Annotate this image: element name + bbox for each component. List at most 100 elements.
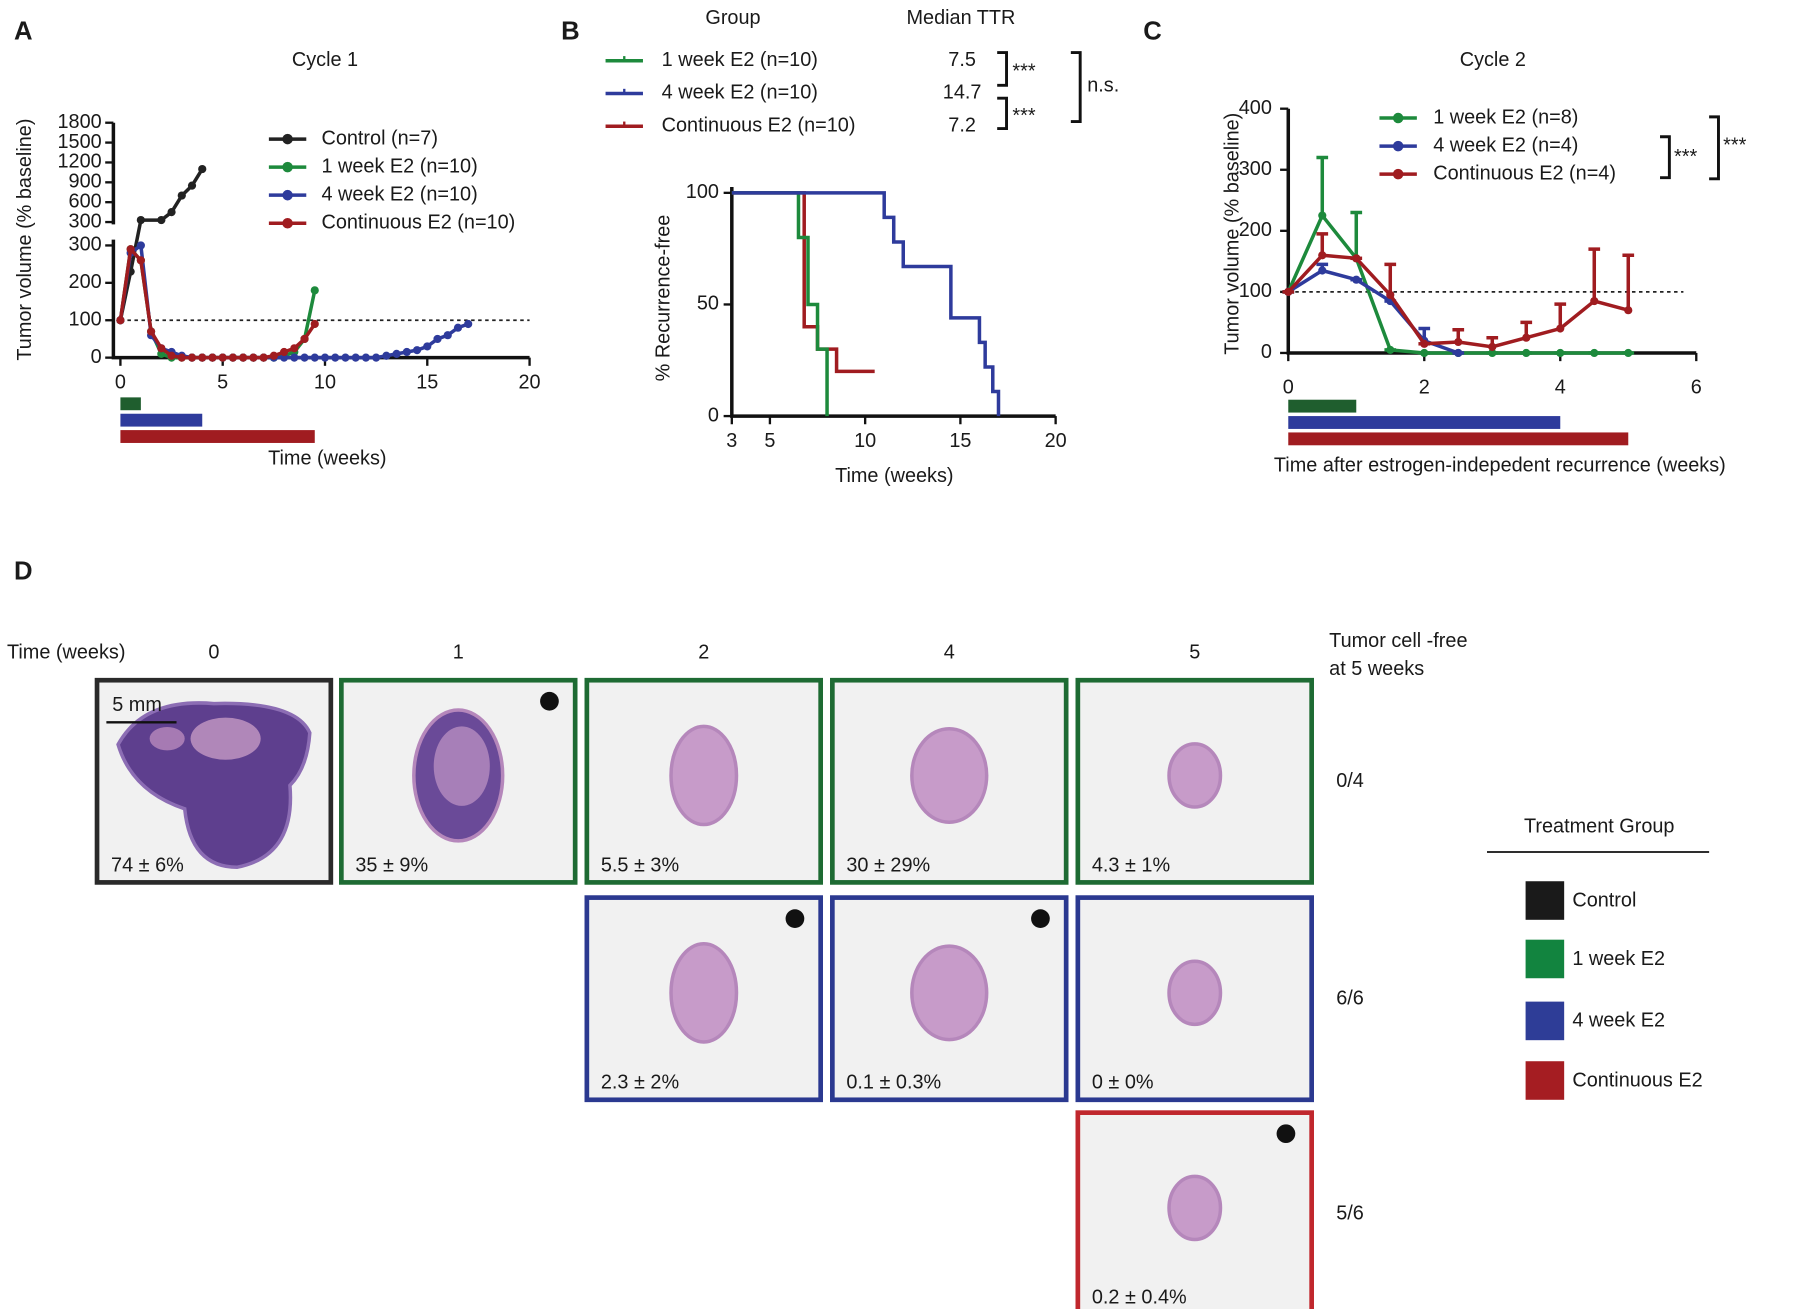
bracket xyxy=(1660,115,1720,181)
x-tick-label: 2 xyxy=(1419,376,1430,398)
series-point xyxy=(392,349,401,358)
series-point xyxy=(1624,348,1633,358)
series-point xyxy=(1318,211,1327,220)
series-point xyxy=(136,256,145,265)
series-point xyxy=(208,353,217,362)
series-point xyxy=(290,344,299,353)
scale-bar-label: 5 mm xyxy=(112,694,162,716)
legend-label: 4 week E2 (n=4) xyxy=(1433,134,1578,156)
series-point xyxy=(1556,324,1565,333)
y-tick-label: 600 xyxy=(69,190,102,212)
x-tick-label: 20 xyxy=(519,372,541,394)
series-point xyxy=(1590,296,1599,306)
legend-marker xyxy=(1392,112,1404,124)
series-point xyxy=(1522,333,1531,342)
error-bar xyxy=(1384,262,1397,295)
series-point xyxy=(300,353,309,362)
annotation: *** xyxy=(1012,105,1035,127)
y-tick-label: 100 xyxy=(686,181,719,203)
series-point xyxy=(126,245,135,254)
series-point xyxy=(351,353,360,362)
legend-swatch xyxy=(1525,939,1565,979)
y-tick-label: 300 xyxy=(69,210,102,232)
y-tick-label: 300 xyxy=(69,234,102,256)
y-tick-label: 900 xyxy=(69,171,102,193)
x-axis-label: Time after estrogen-indepedent recurrenc… xyxy=(1274,455,1726,477)
x-tick-label: 15 xyxy=(416,372,438,394)
series-point xyxy=(1454,348,1463,358)
column-header: 2 xyxy=(698,642,709,664)
x-tick-label: 10 xyxy=(854,430,876,452)
series-point xyxy=(187,353,197,362)
series-line xyxy=(118,242,469,360)
row-fraction: 6/6 xyxy=(1336,988,1364,1010)
annotation: *** xyxy=(1674,146,1697,168)
cell-label: 2.3 ± 2% xyxy=(601,1072,679,1094)
y-tick-label: 1500 xyxy=(58,131,102,153)
row-fraction: 0/4 xyxy=(1336,770,1364,792)
series-point xyxy=(157,344,166,353)
series-point xyxy=(1420,348,1429,358)
column-header: 5 xyxy=(1189,642,1200,664)
series-point xyxy=(433,334,442,344)
series-point xyxy=(167,208,176,217)
series-point xyxy=(382,351,391,360)
cell-label: 0 ± 0% xyxy=(1092,1072,1154,1094)
x-tick-label: 0 xyxy=(1283,376,1294,398)
series-point xyxy=(147,327,156,336)
series-line xyxy=(118,168,204,321)
legend-swatch xyxy=(1525,1001,1565,1041)
annotation: *** xyxy=(1723,134,1746,156)
tissue-section xyxy=(1167,959,1223,1027)
error-bar xyxy=(1588,247,1601,302)
series-point xyxy=(1488,342,1497,351)
series-point xyxy=(331,353,340,362)
series-point xyxy=(1318,266,1327,275)
y-axis-label: % Recurrence-free xyxy=(652,215,674,382)
median-value: 7.5 xyxy=(948,49,976,71)
chart-title: Cycle 1 xyxy=(292,49,358,71)
legend-label: 4 week E2 (n=10) xyxy=(662,82,818,104)
y-tick-label: 50 xyxy=(697,293,719,315)
series-line xyxy=(118,245,317,360)
series-point xyxy=(1352,254,1361,263)
series-point xyxy=(1624,306,1633,315)
legend-swatch xyxy=(1525,881,1565,920)
series-line xyxy=(118,245,317,360)
series-point xyxy=(1386,345,1395,354)
series-point xyxy=(116,316,125,325)
cell-label: 5.5 ± 3% xyxy=(601,854,679,876)
y-tick-label: 100 xyxy=(69,308,102,330)
series-point xyxy=(423,342,432,351)
error-bar xyxy=(1350,210,1363,259)
series-point xyxy=(412,346,422,355)
legend-title: Treatment Group xyxy=(1524,816,1675,838)
y-tick-label: 300 xyxy=(1239,158,1272,180)
cell-label: 74 ± 6% xyxy=(111,854,184,876)
legend-label: Control (n=7) xyxy=(321,127,437,149)
y-tick-label: 200 xyxy=(1239,219,1272,241)
x-tick-label: 0 xyxy=(115,372,126,394)
legend-header: Median TTR xyxy=(906,7,1015,29)
legend-label: 4 week E2 (n=10) xyxy=(321,183,477,205)
tissue-section xyxy=(910,726,989,824)
series-line xyxy=(1287,268,1459,355)
x-tick-label: 6 xyxy=(1691,376,1702,398)
y-axis-label: Tumor volume (% baseline) xyxy=(1222,113,1244,355)
panel-letter: D xyxy=(14,557,33,585)
cell-label: 30 ± 29% xyxy=(846,854,930,876)
cell-label: 0.2 ± 0.4% xyxy=(1092,1287,1187,1309)
treatment-bar xyxy=(1288,399,1357,413)
legend-label: 1 week E2 (n=10) xyxy=(662,49,818,71)
x-tick-label: 20 xyxy=(1045,430,1067,452)
tissue-detail xyxy=(190,717,261,760)
annotation: n.s. xyxy=(1087,75,1119,97)
y-axis-label: Tumor volume (% baseline) xyxy=(14,119,36,361)
series-point xyxy=(249,353,258,362)
legend-label: Continuous E2 (n=10) xyxy=(321,211,515,233)
series-point xyxy=(361,353,370,362)
legend-label: 1 week E2 xyxy=(1572,948,1665,970)
time-label: Time (weeks) xyxy=(7,642,125,664)
series-point xyxy=(136,241,145,250)
